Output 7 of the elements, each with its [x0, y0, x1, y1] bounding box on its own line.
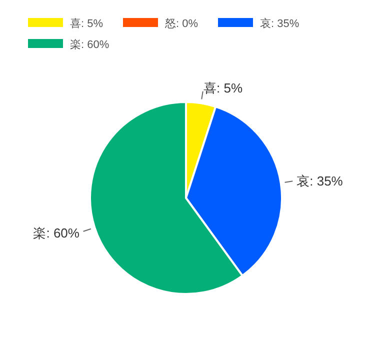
legend-label: 楽: 60%	[70, 39, 110, 51]
slice-label: 喜: 5%	[204, 80, 243, 96]
slice-label: 哀: 35%	[296, 173, 344, 188]
legend-label: 哀: 35%	[260, 17, 300, 30]
legend-label: 喜: 5%	[70, 17, 104, 30]
slice-label: 楽: 60%	[33, 226, 80, 241]
legend-label: 怒: 0%	[164, 18, 198, 30]
